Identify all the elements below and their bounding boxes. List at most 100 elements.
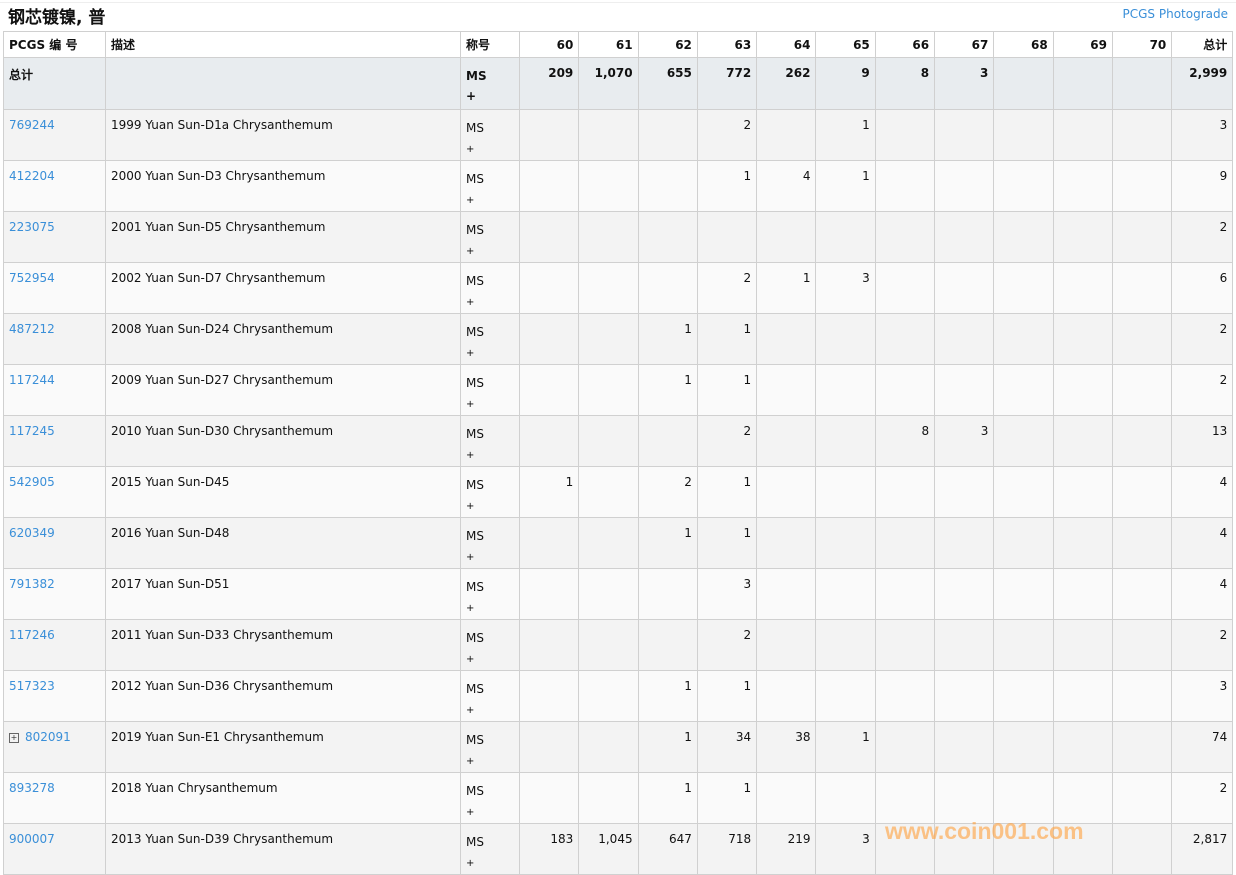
- pcgs-number-link[interactable]: 769244: [9, 118, 55, 132]
- table-row: 791382 2017 Yuan Sun-D51 MS +3 4: [3, 568, 1234, 620]
- header-total[interactable]: 总计: [1171, 31, 1234, 58]
- designation: MS +: [460, 772, 520, 824]
- description: 2010 Yuan Sun-D30 Chrysanthemum: [105, 415, 461, 467]
- designation-text: MS: [466, 733, 484, 747]
- designation-plus: +: [466, 807, 475, 818]
- pcgs-cell: +802091: [3, 721, 106, 773]
- header-grade-60[interactable]: 60: [518, 31, 580, 58]
- grade-68-count: [993, 415, 1054, 467]
- pcgs-number-link[interactable]: 900007: [9, 832, 55, 846]
- grade-64-count: 219: [756, 823, 817, 875]
- pcgs-number-link[interactable]: 802091: [25, 730, 71, 744]
- header-grade-62[interactable]: 62: [637, 31, 698, 58]
- description: 2012 Yuan Sun-D36 Chrysanthemum: [105, 670, 461, 722]
- designation-plus: +: [466, 552, 475, 563]
- designation-text: MS: [466, 478, 484, 492]
- grade-61-count: [578, 109, 639, 161]
- row-total: 9: [1171, 160, 1234, 212]
- grade-60-count: [518, 262, 580, 314]
- header-pcgs[interactable]: PCGS 编 号: [3, 31, 106, 58]
- grade-65-count: [815, 619, 876, 671]
- grade-67-count: [934, 364, 995, 416]
- pcgs-number-link[interactable]: 117244: [9, 373, 55, 387]
- grade-63-count: 1: [696, 517, 758, 569]
- header-grade-69[interactable]: 69: [1052, 31, 1113, 58]
- table-row: 223075 2001 Yuan Sun-D5 Chrysanthemum MS +2: [3, 211, 1234, 263]
- pcgs-number-link[interactable]: 542905: [9, 475, 55, 489]
- row-total: 2: [1171, 364, 1234, 416]
- header-desc[interactable]: 描述: [105, 31, 461, 58]
- grade-66-count: [874, 364, 936, 416]
- row-total: 3: [1171, 670, 1234, 722]
- pcgs-number-link[interactable]: 117246: [9, 628, 55, 642]
- description: 2017 Yuan Sun-D51: [105, 568, 461, 620]
- grade-67-count: [934, 109, 995, 161]
- designation-plus: +: [466, 348, 475, 359]
- pcgs-number-link[interactable]: 487212: [9, 322, 55, 336]
- pcgs-number-link[interactable]: 791382: [9, 577, 55, 591]
- header-designation[interactable]: 称号: [460, 31, 520, 58]
- pcgs-number-link[interactable]: 752954: [9, 271, 55, 285]
- description: 2001 Yuan Sun-D5 Chrysanthemum: [105, 211, 461, 263]
- grade-63-count: 1: [696, 364, 758, 416]
- pcgs-number-link[interactable]: 893278: [9, 781, 55, 795]
- table-row: 412204 2000 Yuan Sun-D3 Chrysanthemum MS +1…: [3, 160, 1234, 212]
- grade-67-count: [934, 262, 995, 314]
- grade-63-count: 1: [696, 772, 758, 824]
- grade-64-count: [756, 466, 817, 518]
- grade-62-count: 647: [637, 823, 698, 875]
- grade-70-count: [1111, 670, 1173, 722]
- grade-63-count: 34: [696, 721, 758, 773]
- grade-60-count: [518, 364, 580, 416]
- header-grade-65[interactable]: 65: [815, 31, 876, 58]
- header-grade-63[interactable]: 63: [696, 31, 758, 58]
- grade-67-count: [934, 568, 995, 620]
- grade-66-count: [874, 517, 936, 569]
- expand-icon[interactable]: +: [9, 733, 19, 743]
- pcgs-number-link[interactable]: 517323: [9, 679, 55, 693]
- table-row: 542905 2015 Yuan Sun-D45 MS +1 2 1 4: [3, 466, 1234, 518]
- designation-text: MS: [466, 580, 484, 594]
- grade-70-count: [1111, 772, 1173, 824]
- grade-70-count: [1111, 568, 1173, 620]
- row-total: 4: [1171, 568, 1234, 620]
- header-grade-66[interactable]: 66: [874, 31, 936, 58]
- pcgs-photograde-link[interactable]: PCGS Photograde: [1122, 7, 1228, 21]
- grade-61-count: [578, 415, 639, 467]
- grade-62-count: [637, 211, 698, 263]
- grade-64-count: [756, 568, 817, 620]
- grade-69-count: [1052, 721, 1113, 773]
- table-row: 117244 2009 Yuan Sun-D27 Chrysanthemum MS +…: [3, 364, 1234, 416]
- grade-66-count: [874, 160, 936, 212]
- grade-68-count: [993, 211, 1054, 263]
- designation: MS +: [460, 364, 520, 416]
- grade-62-count: [637, 568, 698, 620]
- total-grade-68: [993, 57, 1054, 110]
- grade-68-count: [993, 772, 1054, 824]
- designation: MS +: [460, 670, 520, 722]
- pcgs-cell: 412204: [3, 160, 106, 212]
- grade-68-count: [993, 670, 1054, 722]
- header-grade-67[interactable]: 67: [934, 31, 995, 58]
- grade-65-count: [815, 364, 876, 416]
- grade-70-count: [1111, 619, 1173, 671]
- header-grade-61[interactable]: 61: [578, 31, 639, 58]
- description: 2016 Yuan Sun-D48: [105, 517, 461, 569]
- row-total: 2: [1171, 619, 1234, 671]
- pcgs-number-link[interactable]: 117245: [9, 424, 55, 438]
- grade-61-count: [578, 568, 639, 620]
- header-grade-68[interactable]: 68: [993, 31, 1054, 58]
- header-grade-64[interactable]: 64: [756, 31, 817, 58]
- grade-63-count: 1: [696, 313, 758, 365]
- total-grade-66: 8: [874, 57, 936, 110]
- designation-text: MS: [466, 274, 484, 288]
- pcgs-number-link[interactable]: 412204: [9, 169, 55, 183]
- grade-63-count: 1: [696, 160, 758, 212]
- pcgs-number-link[interactable]: 223075: [9, 220, 55, 234]
- grade-61-count: [578, 670, 639, 722]
- designation-plus: +: [466, 195, 475, 206]
- designation-plus: +: [466, 501, 475, 512]
- pcgs-number-link[interactable]: 620349: [9, 526, 55, 540]
- header-grade-70[interactable]: 70: [1111, 31, 1173, 58]
- grade-70-count: [1111, 823, 1173, 875]
